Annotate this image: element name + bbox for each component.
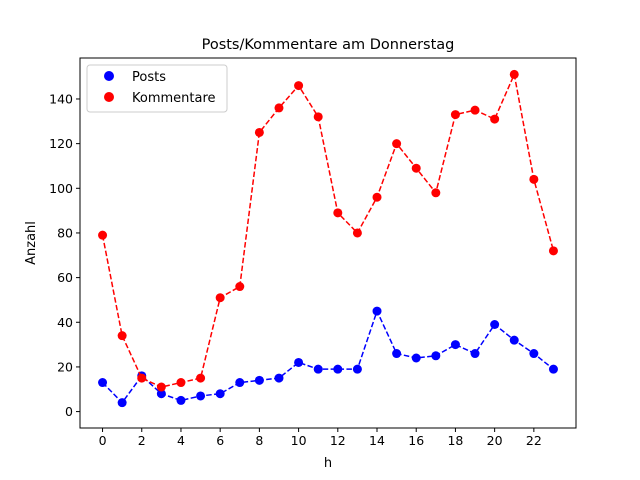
x-tick-label: 6 [216, 433, 224, 448]
chart-title: Posts/Kommentare am Donnerstag [202, 37, 455, 53]
data-point-kommentare [450, 110, 460, 120]
data-point-kommentare [431, 188, 441, 198]
data-point-posts [392, 349, 402, 359]
y-tick-label: 0 [65, 404, 73, 419]
data-point-posts [352, 364, 362, 374]
y-axis-label: Anzahl [24, 221, 39, 265]
data-point-posts [509, 335, 519, 345]
y-tick-label: 80 [57, 225, 73, 240]
data-point-posts [372, 306, 382, 316]
x-tick-label: 16 [408, 433, 424, 448]
y-tick-label: 40 [57, 315, 73, 330]
data-point-kommentare [254, 127, 264, 137]
data-point-kommentare [98, 230, 108, 240]
data-point-posts [156, 389, 166, 399]
legend-label-kommentare: Kommentare [132, 91, 216, 106]
series-layer [98, 69, 558, 408]
series-posts [98, 306, 558, 408]
data-point-posts [313, 364, 323, 374]
data-point-posts [431, 351, 441, 361]
data-point-posts [294, 357, 304, 367]
data-point-posts [117, 398, 127, 408]
data-point-kommentare [548, 246, 558, 256]
data-point-kommentare [313, 112, 323, 122]
data-point-posts [196, 391, 206, 401]
data-point-posts [215, 389, 225, 399]
data-point-posts [176, 395, 186, 405]
data-point-kommentare [490, 114, 500, 124]
plot-background [80, 58, 576, 428]
data-point-kommentare [215, 293, 225, 303]
data-point-posts [490, 320, 500, 330]
data-point-kommentare [117, 331, 127, 341]
x-axis-label: h [324, 456, 332, 471]
data-point-kommentare [137, 373, 147, 383]
x-tick-label: 10 [291, 433, 307, 448]
data-point-posts [235, 378, 245, 388]
y-tick-label: 20 [57, 359, 73, 374]
y-tick-label: 120 [49, 136, 73, 151]
data-point-kommentare [509, 69, 519, 79]
data-point-kommentare [156, 382, 166, 392]
y-tick-label: 100 [49, 181, 73, 196]
y-axis-ticks: 0 20 40 60 80 100 120 140 [49, 91, 80, 419]
data-point-posts [333, 364, 343, 374]
y-tick-label: 60 [57, 270, 73, 285]
data-point-posts [411, 353, 421, 363]
x-tick-label: 0 [99, 433, 107, 448]
data-point-posts [548, 364, 558, 374]
data-point-kommentare [176, 378, 186, 388]
series-kommentare [98, 69, 558, 392]
legend-marker-posts [104, 71, 114, 81]
data-point-posts [450, 340, 460, 350]
plot-frame [79, 57, 577, 429]
data-point-posts [274, 373, 284, 383]
x-tick-label: 8 [255, 433, 263, 448]
data-point-posts [529, 349, 539, 359]
data-point-kommentare [235, 282, 245, 292]
legend: Posts Kommentare [86, 64, 228, 113]
data-point-kommentare [529, 174, 539, 184]
x-tick-label: 14 [369, 433, 385, 448]
plot-area: 0 2 4 6 8 10 12 14 16 18 20 22 0 20 40 60 80 100 120 140 [49, 57, 577, 448]
data-point-kommentare [411, 163, 421, 173]
data-point-kommentare [196, 373, 206, 383]
x-axis-ticks: 0 2 4 6 8 10 12 14 16 18 20 22 [99, 428, 542, 448]
legend-box [86, 64, 228, 113]
data-point-kommentare [372, 192, 382, 202]
data-point-posts [254, 375, 264, 385]
x-tick-label: 20 [487, 433, 503, 448]
data-point-posts [470, 349, 480, 359]
data-point-kommentare [274, 103, 284, 113]
y-tick-label: 140 [49, 91, 73, 106]
legend-label-posts: Posts [132, 70, 166, 85]
x-tick-label: 22 [526, 433, 542, 448]
x-tick-label: 18 [447, 433, 463, 448]
data-point-kommentare [470, 105, 480, 115]
data-point-kommentare [294, 81, 304, 91]
data-point-kommentare [333, 208, 343, 218]
data-point-kommentare [392, 139, 402, 149]
legend-marker-kommentare [104, 92, 114, 102]
x-tick-label: 2 [138, 433, 146, 448]
x-tick-label: 12 [330, 433, 346, 448]
x-tick-label: 4 [177, 433, 185, 448]
data-point-posts [98, 378, 108, 388]
data-point-kommentare [352, 228, 362, 238]
